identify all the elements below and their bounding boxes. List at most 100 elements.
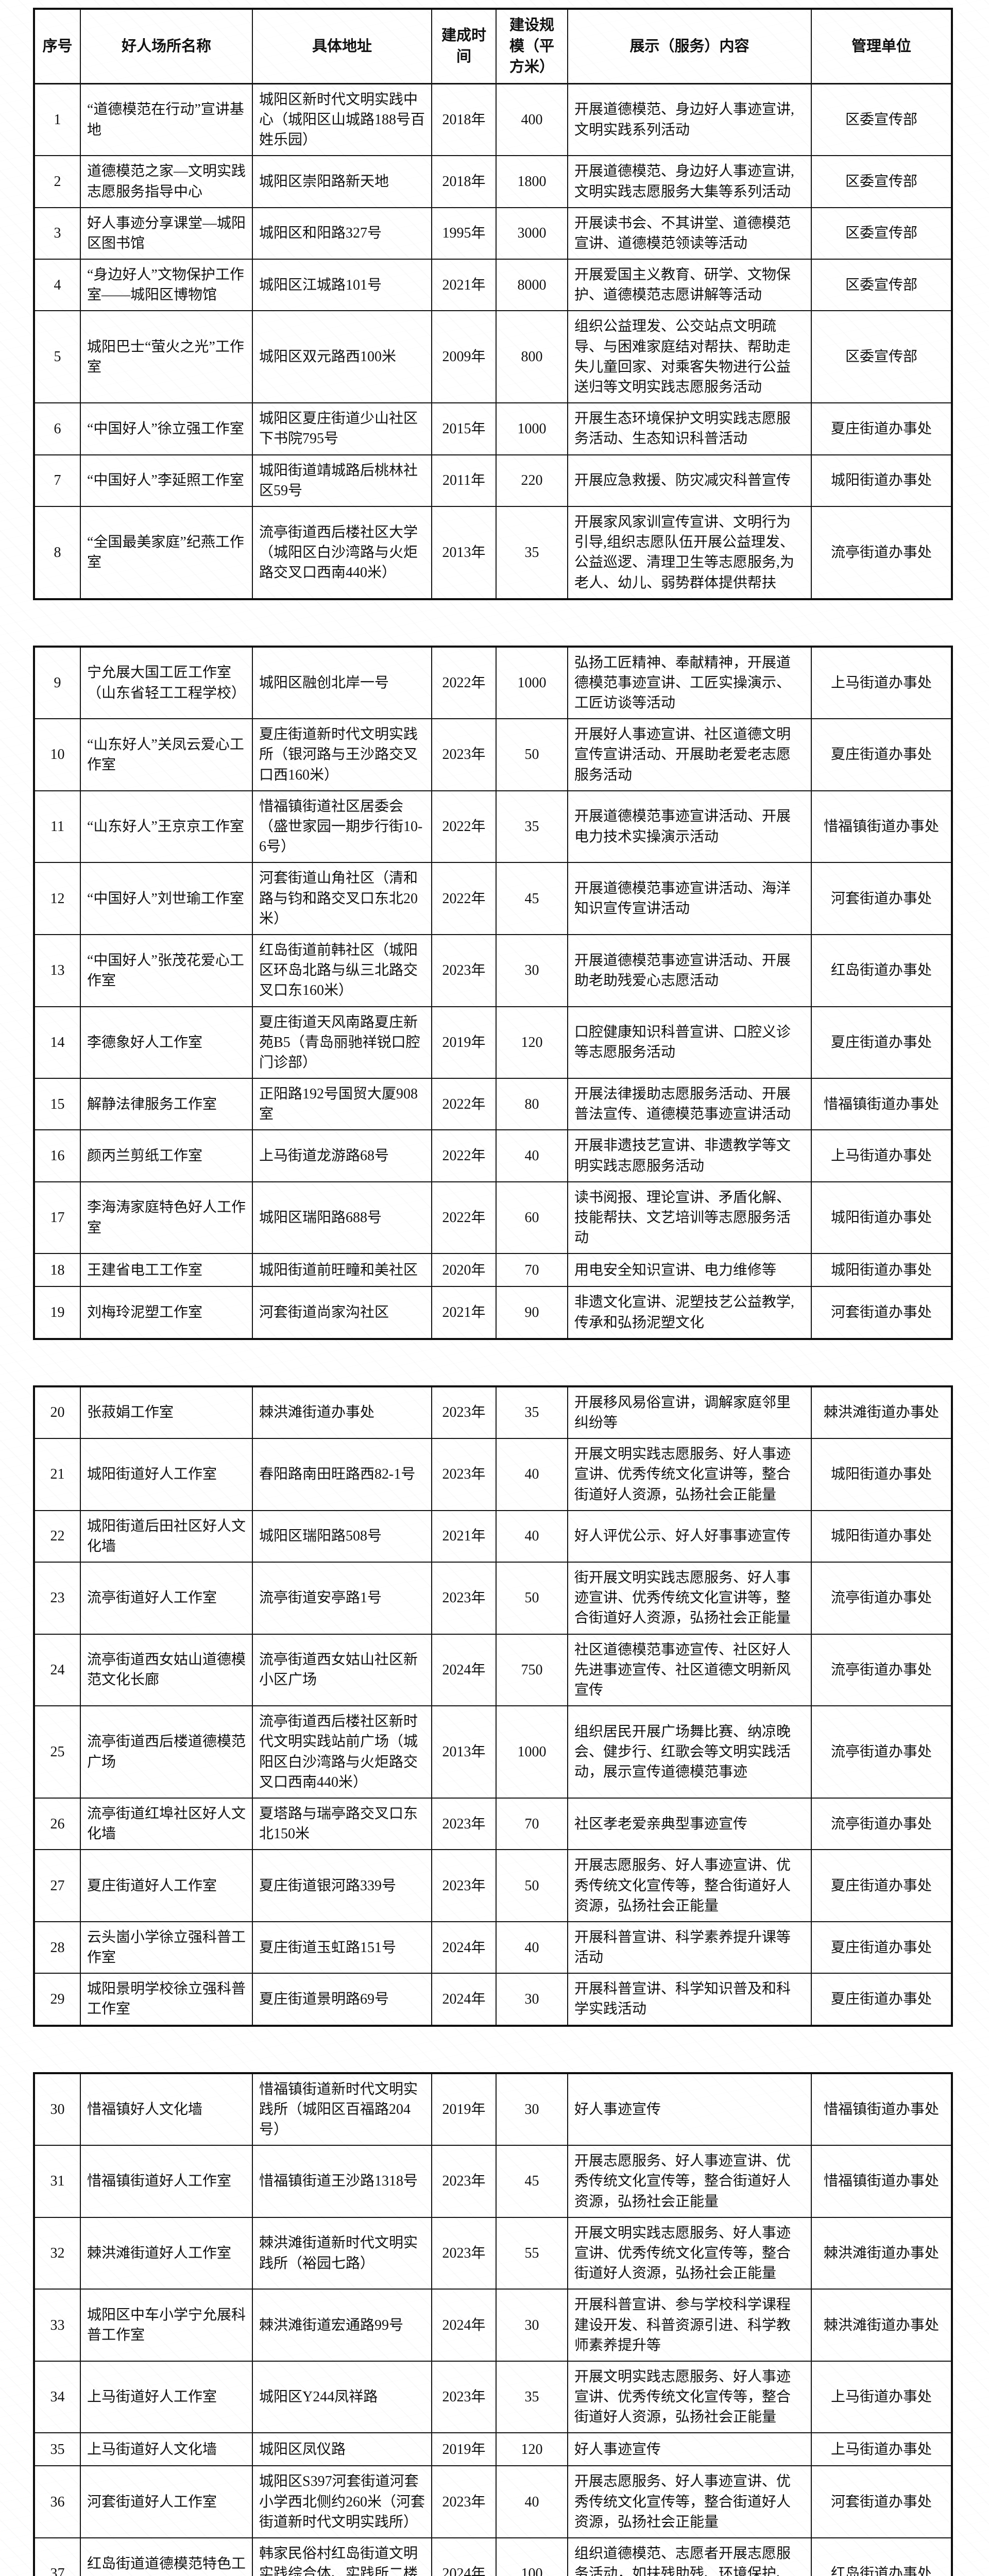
- cell-no: 24: [35, 1634, 81, 1707]
- cell-no: 10: [35, 719, 81, 791]
- header-area: 建设规模（平方米）: [497, 10, 568, 84]
- cell-manager: 区委宣传部: [812, 84, 951, 157]
- cell-address: 城阳区瑞阳路508号: [253, 1511, 432, 1563]
- cell-manager: 夏庄街道办事处: [830, 1991, 932, 2007]
- cell-year: 2021年: [432, 1511, 497, 1563]
- table-row: 29 城阳景明学校徐立强科普工作室 夏庄街道景明路69号 2024年 30 开展科普宣讲、…: [35, 1974, 951, 2025]
- cell-area: 45: [497, 2146, 568, 2218]
- cell-name: 王建省电工工作室: [81, 1254, 253, 1287]
- table-row: 27 夏庄街道好人工作室 夏庄街道银河路339号 2023年 50 开展志愿服务、好人事迹…: [35, 1850, 951, 1922]
- cell-content: 开展文明实践志愿服务、好人事迹宣讲、优秀传统文化宣传等，整合街道好人资源，弘扬社…: [568, 2217, 812, 2290]
- table-row: 26 流亭街道红埠社区好人文化墙 夏塔路与瑞亭路交叉口东北150米 2023年 70 社区…: [35, 1798, 951, 1851]
- cell-manager: 惜福镇街道办事处: [812, 2146, 951, 2218]
- cell-manager: 惜福镇街道办事处: [812, 1079, 951, 1131]
- table-row: 3 好人事迹分享课堂—城阳区图书馆 城阳区和阳路327号 1995年 3000 开展读书会…: [35, 208, 951, 260]
- table-row: 16 颜丙兰剪纸工作室 上马街道龙游路68号 2022年 40 开展非遗技艺宣讲、非遗教学…: [35, 1130, 951, 1182]
- cell-address: 棘洪滩街道宏通路99号: [253, 2290, 432, 2362]
- cell-manager: 流亭街道办事处: [812, 1706, 951, 1799]
- cell-area: 30: [497, 2074, 568, 2146]
- cell-content: 好人评优公示、好人好事事迹宣传: [568, 1511, 812, 1563]
- cell-address: 惜福镇街道新时代文明实践所（城阳区百福路204号）: [253, 2074, 432, 2146]
- cell-no: 25: [35, 1706, 81, 1799]
- cell-address: 城阳区Y244凤祥路: [253, 2361, 432, 2434]
- cell-content: 开展道德模范、身边好人事迹宣讲,文明实践系列活动: [568, 84, 812, 157]
- cell-content: 开展道德模范事迹宣讲活动、开展助老助残爱心志愿活动: [568, 935, 812, 1007]
- cell-no: 21: [35, 1439, 81, 1511]
- cell-name: 颜丙兰剪纸工作室: [81, 1130, 253, 1182]
- cell-year: 2013年: [432, 506, 497, 598]
- table-row: 2 道德模范之家—文明实践志愿服务指导中心 城阳区崇阳路新天地 2018年 1800 开展…: [35, 156, 951, 208]
- cell-name: 城阳街道后田社区好人文化墙: [81, 1511, 253, 1563]
- cell-year: 2009年: [432, 311, 497, 404]
- cell-area: 45: [497, 863, 568, 935]
- cell-area: 70: [497, 1254, 568, 1287]
- table-row: 24 流亭街道西女姑山道德模范文化长廊 流亭街道西女姑山社区新小区广场 2024年 75…: [35, 1634, 951, 1707]
- cell-content: 好人事迹宣传: [568, 2433, 812, 2467]
- cell-manager: 夏庄街道办事处: [812, 403, 951, 455]
- cell-address: 棘洪滩街道新时代文明实践所（裕园七路）: [253, 2217, 432, 2290]
- cell-manager: 流亭街道办事处: [812, 1799, 951, 1851]
- cell-content: 开展移风易俗宣讲，调解家庭邻里纠纷等: [568, 1387, 812, 1439]
- cell-area: 40: [497, 1922, 568, 1974]
- cell-name: “中国好人”刘世瑜工作室: [81, 863, 253, 935]
- table-row: 37红岛街道道德模范特色工作室韩家民俗村红岛街道文明实践综合体、实践所二楼（城阳…: [35, 2538, 951, 2576]
- cell-no: 3: [35, 208, 81, 260]
- cell-area: 30: [497, 1974, 568, 2025]
- cell-year: 2024年: [432, 1634, 497, 1707]
- cell-name: 上马街道好人文化墙: [81, 2433, 253, 2467]
- cell-address: 城阳区夏庄街道少山社区下书院795号: [253, 403, 432, 455]
- cell-address: 夏庄街道新时代文明实践所（银河路与王沙路交叉口西160米）: [253, 719, 432, 791]
- cell-manager: 流亭街道办事处: [812, 1635, 951, 1707]
- cell-content: 社区道德模范事迹宣传、社区好人先进事迹宣传、社区道德文明新风宣传: [568, 1634, 812, 1707]
- cell-name: “山东好人”王京京工作室: [81, 791, 253, 863]
- cell-manager: 惜福镇街道办事处: [812, 2074, 951, 2146]
- cell-manager: 城阳街道办事处: [812, 455, 951, 507]
- cell-year: 1995年: [432, 208, 497, 260]
- cell-content: 开展读书会、不其讲堂、道德模范宣讲、道德模范领读等活动: [568, 208, 812, 260]
- cell-no: 6: [35, 403, 81, 455]
- cell-address: 夏庄街道银河路339号: [253, 1850, 432, 1922]
- cell-area: 40: [497, 1439, 568, 1511]
- cell-content: 开展文明实践志愿服务、好人事迹宣讲、优秀传统文化宣传等，整合街道好人资源，弘扬社…: [568, 2361, 812, 2434]
- cell-address: 夏庄街道玉虹路151号: [253, 1922, 432, 1974]
- cell-area: 40: [497, 1130, 568, 1182]
- cell-content: 开展科普宣讲、科学知识普及和科学实践活动: [568, 1974, 812, 2025]
- table-row: 1 “道德模范在行动”宣讲基地 城阳区新时代文明实践中心（城阳区山城路188号百姓乐…: [35, 84, 951, 157]
- cell-name: 棘洪滩街道好人工作室: [81, 2217, 253, 2290]
- cell-no: 18: [35, 1254, 81, 1287]
- table-row: 28 云头崮小学徐立强科普工作室 夏庄街道玉虹路151号 2024年 40 开展科普宣讲、…: [35, 1922, 951, 1974]
- cell-address: 流亭街道西后楼社区大学（城阳区白沙湾路与火炬路交叉口西南440米）: [253, 506, 432, 598]
- cell-content: 非遗文化宣讲、泥塑技艺公益教学,传承和弘扬泥塑文化: [568, 1287, 812, 1338]
- table-row: 30 惜福镇好人文化墙 惜福镇街道新时代文明实践所（城阳区百福路204号） 2019年…: [35, 2074, 951, 2146]
- cell-manager: 河套街道办事处: [830, 1304, 932, 1320]
- table-row: 5 城阳巴士“萤火之光”工作室 城阳区双元路西100米 2009年 800 组织公益理发、…: [35, 311, 951, 404]
- cell-manager: 区委宣传部: [812, 208, 951, 260]
- cell-name: 城阳巴士“萤火之光”工作室: [81, 311, 253, 404]
- table-row: 10 “山东好人”关凤云爱心工作室 夏庄街道新时代文明实践所（银河路与王沙路交叉口西…: [35, 719, 951, 791]
- cell-name: “中国好人”徐立强工作室: [81, 403, 253, 455]
- table-row: 23 流亭街道好人工作室 流亭街道安亭路1号 2023年 50 街开展文明实践志愿服务、好…: [35, 1563, 951, 1635]
- cell-area: 220: [497, 455, 568, 507]
- cell-name: 李德象好人工作室: [81, 1007, 253, 1079]
- cell-area: 3000: [497, 208, 568, 260]
- table-row: 7 “中国好人”李延照工作室 城阳街道靖城路后桃林社区59号 2011年 220 开展应急…: [35, 455, 951, 507]
- cell-name: “中国好人”李延照工作室: [81, 455, 253, 507]
- cell-year: 2019年: [432, 1007, 497, 1079]
- header-name: 好人场所名称: [81, 10, 253, 84]
- cell-name: “全国最美家庭”纪燕工作室: [81, 506, 253, 598]
- cell-area: 100: [497, 2538, 568, 2576]
- cell-manager: 惜福镇街道办事处: [812, 791, 951, 863]
- cell-year: 2022年: [432, 1079, 497, 1131]
- cell-manager: 区委宣传部: [812, 156, 951, 208]
- cell-address: 春阳路南田旺路西82-1号: [253, 1439, 432, 1511]
- cell-year: 2013年: [432, 1706, 497, 1799]
- cell-content: 开展家风家训宣传宣讲、文明行为引导,组织志愿队伍开展公益理发、公益巡逻、清理卫生…: [568, 506, 812, 598]
- cell-no: 7: [35, 455, 81, 507]
- cell-address: 城阳区凤仪路: [253, 2433, 432, 2467]
- cell-manager: 上马街道办事处: [812, 2362, 951, 2434]
- cell-year: 2022年: [432, 791, 497, 863]
- cell-manager: 夏庄街道办事处: [812, 1007, 951, 1079]
- cell-name: 城阳街道好人工作室: [81, 1439, 253, 1511]
- table-row: 32 棘洪滩街道好人工作室 棘洪滩街道新时代文明实践所（裕园七路） 2023年 55 开展…: [35, 2217, 951, 2290]
- cell-manager: 上马街道办事处: [812, 648, 951, 720]
